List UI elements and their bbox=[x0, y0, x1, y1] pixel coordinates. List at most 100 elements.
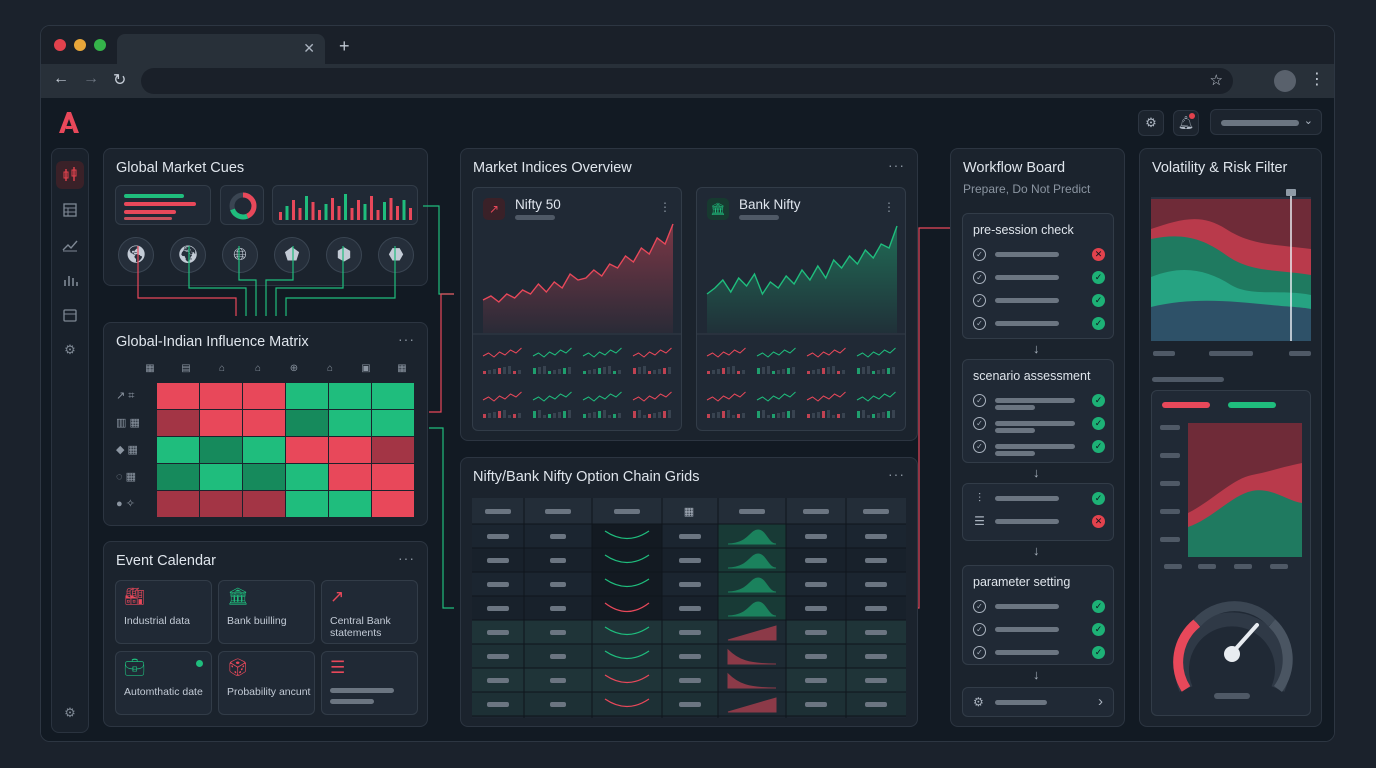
matrix-cell[interactable] bbox=[200, 464, 242, 490]
americas-globe-icon[interactable]: 🌎︎ bbox=[118, 237, 154, 273]
trend-up-icon: ↗ bbox=[483, 198, 505, 220]
workflow-row[interactable]: ✓ ✓ bbox=[973, 294, 1105, 308]
europe-globe-icon[interactable]: 🌍︎ bbox=[170, 237, 206, 273]
sidebar-item-table[interactable] bbox=[56, 196, 84, 224]
matrix-cell[interactable] bbox=[372, 491, 414, 517]
event-card[interactable]: 🎲︎ Probability ancunt bbox=[218, 651, 315, 715]
matrix-cell[interactable] bbox=[200, 437, 242, 463]
matrix-cell[interactable] bbox=[329, 383, 371, 409]
africa-map-icon[interactable]: ⬣ bbox=[378, 237, 414, 273]
matrix-cell[interactable] bbox=[200, 491, 242, 517]
matrix-cell[interactable] bbox=[243, 491, 285, 517]
workflow-row[interactable]: ✓ ✓ bbox=[973, 394, 1105, 408]
new-tab-icon[interactable]: + bbox=[339, 36, 350, 56]
cue-bar bbox=[311, 202, 315, 220]
matrix-row-icon: ◌ ▦ bbox=[116, 471, 136, 483]
browser-menu-icon[interactable]: ⋮ bbox=[1309, 71, 1325, 88]
notification-bell-icon[interactable]: 🔔︎ bbox=[1173, 110, 1199, 136]
app-logo-icon[interactable] bbox=[57, 110, 81, 134]
profile-avatar[interactable] bbox=[1274, 70, 1296, 92]
workflow-card[interactable]: pre-session check ✓ ✕ ✓ ✓ ✓ ✓ ✓ ✓ bbox=[962, 213, 1114, 339]
matrix-cell[interactable] bbox=[200, 383, 242, 409]
workflow-card[interactable]: ⫶ ✓ ☰ ✕ bbox=[962, 483, 1114, 541]
workflow-card[interactable]: scenario assessment ✓ ✓ ✓ ✓ ✓ ✓ bbox=[962, 359, 1114, 463]
matrix-cell[interactable] bbox=[286, 383, 328, 409]
maximize-window-dot[interactable] bbox=[94, 39, 106, 51]
matrix-cell[interactable] bbox=[329, 491, 371, 517]
nifty-50-card[interactable]: ↗ Nifty 50 ⋮ bbox=[472, 187, 682, 431]
workflow-row[interactable]: ⫶ ✓ bbox=[973, 492, 1105, 506]
more-icon[interactable]: ··· bbox=[888, 466, 905, 482]
sidebar-item-settings[interactable]: ⚙ bbox=[64, 342, 76, 357]
workflow-card[interactable]: parameter setting ✓ ✓ ✓ ✓ ✓ ✓ bbox=[962, 565, 1114, 665]
matrix-cell[interactable] bbox=[372, 464, 414, 490]
cues-donut-card[interactable] bbox=[220, 185, 264, 225]
workflow-row[interactable]: ✓ ✓ bbox=[973, 440, 1105, 454]
user-dropdown[interactable]: ⌄ bbox=[1210, 109, 1322, 135]
matrix-cell[interactable] bbox=[200, 410, 242, 436]
sidebar: ⚙ ⚙ bbox=[51, 148, 89, 733]
close-window-dot[interactable] bbox=[54, 39, 66, 51]
cues-bar-chart-card[interactable] bbox=[272, 185, 418, 225]
card-more-icon[interactable]: ⋮ bbox=[659, 200, 671, 214]
matrix-cell[interactable] bbox=[157, 410, 199, 436]
bank-nifty-card[interactable]: 🏛︎ Bank Nifty ⋮ bbox=[696, 187, 906, 431]
workflow-footer-button[interactable]: ⚙ › bbox=[962, 687, 1114, 717]
matrix-cell[interactable] bbox=[243, 437, 285, 463]
matrix-cell[interactable] bbox=[157, 464, 199, 490]
more-icon[interactable]: ··· bbox=[888, 157, 905, 173]
bookmark-star-icon[interactable]: ☆ bbox=[1209, 72, 1223, 89]
forward-icon[interactable]: → bbox=[83, 70, 99, 87]
event-card[interactable]: ↗ Central Bank statements bbox=[321, 580, 418, 644]
workflow-row[interactable]: ✓ ✕ bbox=[973, 248, 1105, 262]
sidebar-bottom-settings-icon[interactable]: ⚙ bbox=[64, 705, 76, 720]
more-icon[interactable]: ··· bbox=[398, 331, 415, 347]
sidebar-item-line-chart[interactable] bbox=[56, 231, 84, 259]
india-map-icon[interactable]: ⬟ bbox=[274, 237, 310, 273]
more-icon[interactable]: ··· bbox=[398, 550, 415, 566]
workflow-row[interactable]: ✓ ✓ bbox=[973, 317, 1105, 331]
cues-summary-card[interactable] bbox=[115, 185, 211, 225]
matrix-cell[interactable] bbox=[372, 410, 414, 436]
filter-icon: ⫶ bbox=[977, 491, 981, 505]
risk-card[interactable] bbox=[1151, 390, 1311, 716]
matrix-cell[interactable] bbox=[286, 410, 328, 436]
sidebar-item-bar-chart[interactable] bbox=[56, 266, 84, 294]
event-card[interactable]: 🏭︎ Industrial data bbox=[115, 580, 212, 644]
matrix-cell[interactable] bbox=[286, 491, 328, 517]
workflow-row[interactable]: ✓ ✓ bbox=[973, 646, 1105, 660]
uk-map-icon[interactable]: ⬢ bbox=[326, 237, 362, 273]
matrix-cell[interactable] bbox=[243, 410, 285, 436]
matrix-cell[interactable] bbox=[329, 410, 371, 436]
back-icon[interactable]: ← bbox=[53, 70, 69, 87]
settings-icon[interactable]: ⚙ bbox=[1138, 110, 1164, 136]
workflow-row[interactable]: ✓ ✓ bbox=[973, 271, 1105, 285]
card-more-icon[interactable]: ⋮ bbox=[883, 200, 895, 214]
matrix-cell[interactable] bbox=[157, 383, 199, 409]
matrix-cell[interactable] bbox=[157, 491, 199, 517]
sidebar-item-candlestick[interactable] bbox=[56, 161, 84, 189]
matrix-cell[interactable] bbox=[372, 437, 414, 463]
event-card[interactable]: 🏛︎ Bank builling bbox=[218, 580, 315, 644]
matrix-cell[interactable] bbox=[286, 464, 328, 490]
matrix-cell[interactable] bbox=[372, 383, 414, 409]
matrix-cell[interactable] bbox=[243, 464, 285, 490]
tab-close-icon[interactable]: ✕ bbox=[303, 40, 315, 56]
world-grid-icon[interactable]: 🌐︎ bbox=[222, 237, 258, 273]
reload-icon[interactable]: ↻ bbox=[113, 72, 127, 89]
workflow-row[interactable]: ✓ ✓ bbox=[973, 417, 1105, 431]
matrix-cell[interactable] bbox=[329, 464, 371, 490]
workflow-row[interactable]: ✓ ✓ bbox=[973, 623, 1105, 637]
browser-tab[interactable]: ✕ bbox=[117, 34, 325, 64]
workflow-row[interactable]: ✓ ✓ bbox=[973, 600, 1105, 614]
sidebar-item-calendar[interactable] bbox=[56, 301, 84, 329]
matrix-cell[interactable] bbox=[243, 383, 285, 409]
matrix-cell[interactable] bbox=[286, 437, 328, 463]
matrix-cell[interactable] bbox=[329, 437, 371, 463]
workflow-row[interactable]: ☰ ✕ bbox=[973, 515, 1105, 529]
matrix-cell[interactable] bbox=[157, 437, 199, 463]
address-bar[interactable]: ☆ bbox=[141, 68, 1233, 94]
minimize-window-dot[interactable] bbox=[74, 39, 86, 51]
event-card[interactable]: ☰ bbox=[321, 651, 418, 715]
event-card[interactable]: 💼︎ Automthatic date bbox=[115, 651, 212, 715]
